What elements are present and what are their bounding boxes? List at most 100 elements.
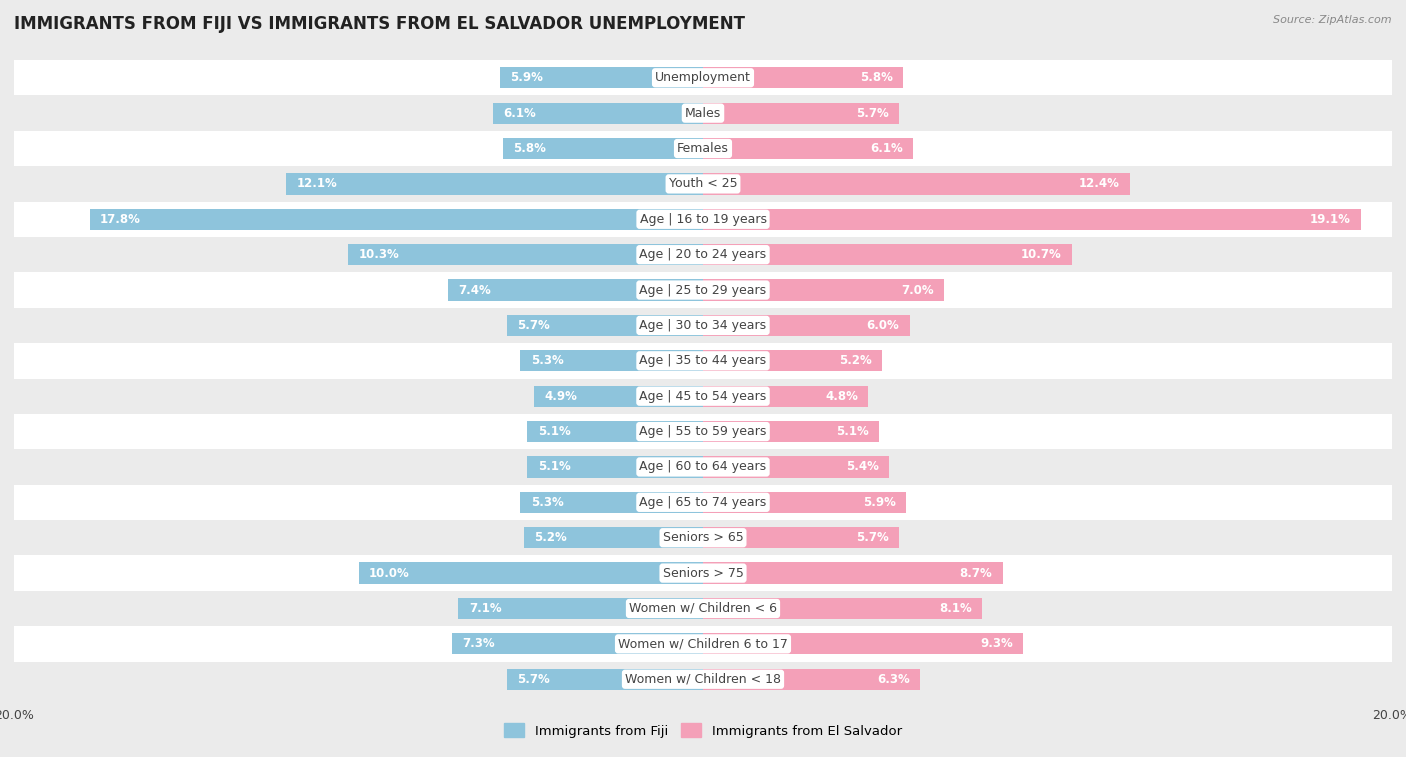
Bar <box>703 279 945 301</box>
Text: 6.0%: 6.0% <box>866 319 900 332</box>
Text: 5.9%: 5.9% <box>510 71 543 84</box>
Text: Seniors > 75: Seniors > 75 <box>662 566 744 580</box>
Text: Age | 35 to 44 years: Age | 35 to 44 years <box>640 354 766 367</box>
Text: 5.3%: 5.3% <box>531 354 564 367</box>
Bar <box>703 173 1130 195</box>
Bar <box>14 308 1392 343</box>
Text: 5.7%: 5.7% <box>856 107 889 120</box>
Bar <box>703 421 879 442</box>
Text: Source: ZipAtlas.com: Source: ZipAtlas.com <box>1274 15 1392 25</box>
Text: 5.8%: 5.8% <box>859 71 893 84</box>
Bar <box>287 173 703 195</box>
Text: 5.1%: 5.1% <box>835 425 869 438</box>
Text: 7.4%: 7.4% <box>458 284 491 297</box>
Text: 4.8%: 4.8% <box>825 390 858 403</box>
Bar <box>506 315 703 336</box>
Text: Age | 60 to 64 years: Age | 60 to 64 years <box>640 460 766 473</box>
Bar <box>524 527 703 548</box>
Text: Age | 55 to 59 years: Age | 55 to 59 years <box>640 425 766 438</box>
Bar <box>703 456 889 478</box>
Bar <box>14 343 1392 378</box>
Bar <box>534 385 703 407</box>
Text: 12.1%: 12.1% <box>297 177 337 191</box>
Text: Age | 16 to 19 years: Age | 16 to 19 years <box>640 213 766 226</box>
Text: 7.1%: 7.1% <box>468 602 502 615</box>
Bar <box>703 492 907 513</box>
Bar <box>703 598 981 619</box>
Text: Age | 45 to 54 years: Age | 45 to 54 years <box>640 390 766 403</box>
Text: 10.3%: 10.3% <box>359 248 399 261</box>
Bar <box>14 520 1392 556</box>
Bar <box>14 662 1392 697</box>
Bar <box>451 634 703 655</box>
Bar <box>14 60 1392 95</box>
Bar <box>14 556 1392 590</box>
Bar <box>14 590 1392 626</box>
Bar <box>458 598 703 619</box>
Text: 8.1%: 8.1% <box>939 602 972 615</box>
Bar <box>703 315 910 336</box>
Text: 5.7%: 5.7% <box>517 673 550 686</box>
Text: 5.2%: 5.2% <box>534 531 567 544</box>
Bar <box>703 562 1002 584</box>
Text: Age | 25 to 29 years: Age | 25 to 29 years <box>640 284 766 297</box>
Bar <box>14 273 1392 308</box>
Bar <box>703 209 1361 230</box>
Text: 19.1%: 19.1% <box>1310 213 1351 226</box>
Bar <box>527 421 703 442</box>
Legend: Immigrants from Fiji, Immigrants from El Salvador: Immigrants from Fiji, Immigrants from El… <box>499 718 907 743</box>
Bar <box>527 456 703 478</box>
Text: 17.8%: 17.8% <box>100 213 141 226</box>
Bar <box>494 102 703 123</box>
Text: 5.1%: 5.1% <box>537 425 571 438</box>
Bar <box>703 350 882 372</box>
Bar <box>703 138 912 159</box>
Text: 5.1%: 5.1% <box>537 460 571 473</box>
Text: Women w/ Children < 6: Women w/ Children < 6 <box>628 602 778 615</box>
Text: Seniors > 65: Seniors > 65 <box>662 531 744 544</box>
Bar <box>14 484 1392 520</box>
Bar <box>14 414 1392 449</box>
Bar <box>520 492 703 513</box>
Text: Females: Females <box>678 142 728 155</box>
Text: 6.1%: 6.1% <box>503 107 536 120</box>
Bar <box>14 201 1392 237</box>
Text: 10.0%: 10.0% <box>368 566 409 580</box>
Text: IMMIGRANTS FROM FIJI VS IMMIGRANTS FROM EL SALVADOR UNEMPLOYMENT: IMMIGRANTS FROM FIJI VS IMMIGRANTS FROM … <box>14 15 745 33</box>
Bar <box>503 138 703 159</box>
Bar <box>14 237 1392 273</box>
Text: Women w/ Children 6 to 17: Women w/ Children 6 to 17 <box>619 637 787 650</box>
Bar <box>14 626 1392 662</box>
Bar <box>703 385 869 407</box>
Bar <box>520 350 703 372</box>
Bar <box>703 244 1071 265</box>
Bar <box>349 244 703 265</box>
Text: Age | 65 to 74 years: Age | 65 to 74 years <box>640 496 766 509</box>
Text: 10.7%: 10.7% <box>1021 248 1062 261</box>
Text: 8.7%: 8.7% <box>960 566 993 580</box>
Text: 12.4%: 12.4% <box>1078 177 1119 191</box>
Bar <box>14 131 1392 167</box>
Text: 7.3%: 7.3% <box>461 637 495 650</box>
Bar <box>14 167 1392 201</box>
Bar <box>703 102 900 123</box>
Bar <box>703 527 900 548</box>
Text: 5.7%: 5.7% <box>856 531 889 544</box>
Text: Unemployment: Unemployment <box>655 71 751 84</box>
Text: 7.0%: 7.0% <box>901 284 934 297</box>
Text: Youth < 25: Youth < 25 <box>669 177 737 191</box>
Bar <box>703 634 1024 655</box>
Text: Women w/ Children < 18: Women w/ Children < 18 <box>626 673 780 686</box>
Bar <box>703 668 920 690</box>
Bar <box>90 209 703 230</box>
Text: 9.3%: 9.3% <box>980 637 1012 650</box>
Bar <box>499 67 703 89</box>
Bar <box>506 668 703 690</box>
Bar <box>14 95 1392 131</box>
Text: 5.7%: 5.7% <box>517 319 550 332</box>
Text: 4.9%: 4.9% <box>544 390 578 403</box>
Text: Age | 30 to 34 years: Age | 30 to 34 years <box>640 319 766 332</box>
Text: 5.3%: 5.3% <box>531 496 564 509</box>
Bar <box>359 562 703 584</box>
Bar <box>703 67 903 89</box>
